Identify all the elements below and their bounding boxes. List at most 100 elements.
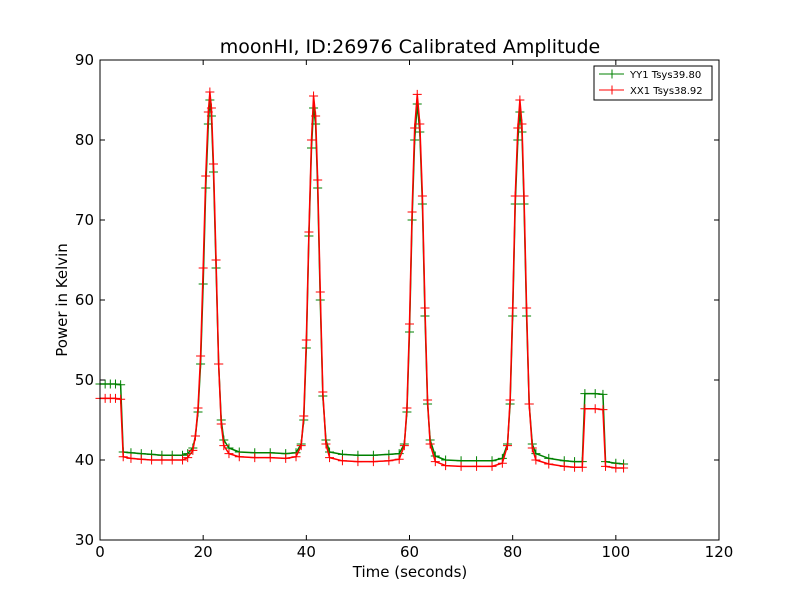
data-point — [311, 111, 321, 121]
data-point — [577, 462, 587, 472]
data-point — [301, 335, 311, 345]
data-point — [497, 458, 507, 468]
data-point — [531, 455, 541, 465]
data-point — [515, 95, 525, 105]
data-point — [420, 303, 430, 313]
data-point — [126, 453, 136, 463]
y-tick-label: 40 — [75, 451, 94, 469]
data-point — [399, 441, 409, 451]
data-point — [601, 461, 611, 471]
data-point — [456, 461, 466, 471]
data-point — [110, 379, 120, 389]
data-point — [590, 404, 600, 414]
data-point — [522, 303, 532, 313]
data-point — [315, 287, 325, 297]
data-point — [619, 463, 629, 473]
data-point — [508, 303, 518, 313]
data-point — [291, 452, 301, 462]
data-point — [318, 387, 328, 397]
data-point — [510, 191, 520, 201]
data-point — [206, 103, 216, 113]
data-point — [519, 191, 529, 201]
legend: YY1 Tsys39.80 XX1 Tsys38.92 — [593, 65, 713, 101]
data-point — [598, 405, 608, 415]
data-point — [219, 441, 229, 451]
data-point — [196, 351, 206, 361]
x-tick-label: 0 — [95, 543, 105, 561]
y-tick-label: 80 — [75, 131, 94, 149]
data-point — [337, 456, 347, 466]
data-point — [205, 87, 215, 97]
data-point — [224, 449, 234, 459]
data-point — [250, 453, 260, 463]
x-tick-label: 20 — [194, 543, 213, 561]
data-point — [321, 439, 331, 449]
ticks-layer: 0 20 40 60 80 100 120 30 40 50 60 70 80 90 — [75, 51, 733, 561]
data-point — [598, 389, 608, 399]
y-tick-label: 60 — [75, 291, 94, 309]
x-tick-label: 60 — [400, 543, 419, 561]
data-point — [412, 89, 422, 99]
data-point — [193, 403, 203, 413]
data-point — [423, 395, 433, 405]
data-point — [183, 453, 193, 463]
data-point — [198, 263, 208, 273]
legend-marker-yy1 — [607, 69, 617, 79]
data-point — [513, 123, 523, 133]
data-point — [415, 119, 425, 129]
data-point — [299, 411, 309, 421]
data-point — [216, 419, 226, 429]
legend-label-xx1: XX1 Tsys38.92 — [630, 86, 703, 97]
data-point — [524, 399, 534, 409]
data-point — [611, 463, 621, 473]
data-point — [544, 459, 554, 469]
data-point — [580, 389, 590, 399]
y-tick-label: 50 — [75, 371, 94, 389]
data-point — [167, 455, 177, 465]
x-tick-label: 120 — [705, 543, 734, 561]
data-point — [384, 456, 394, 466]
data-point — [306, 135, 316, 145]
legend-label-yy1: YY1 Tsys39.80 — [629, 70, 701, 81]
y-tick-label: 30 — [75, 531, 94, 549]
y-tick-label: 90 — [75, 51, 94, 69]
data-point — [410, 123, 420, 133]
data-point — [425, 439, 435, 449]
y-tick-label: 70 — [75, 211, 94, 229]
data-point — [281, 453, 291, 463]
data-point — [590, 389, 600, 399]
data-point — [178, 455, 188, 465]
data-point — [407, 207, 417, 217]
data-point — [394, 454, 404, 464]
data-point — [313, 175, 323, 185]
data-point — [309, 91, 319, 101]
data-point — [214, 359, 224, 369]
data-point — [304, 227, 314, 237]
data-point — [136, 454, 146, 464]
chart-title: moonHI, ID:26976 Calibrated Amplitude — [220, 36, 600, 58]
data-point — [208, 159, 218, 169]
legend-frame — [593, 65, 713, 101]
data-point — [527, 443, 537, 453]
data-point — [487, 461, 497, 471]
legend-marker-xx1 — [607, 85, 617, 95]
series-layer — [95, 87, 629, 473]
data-point — [157, 455, 167, 465]
data-point — [368, 457, 378, 467]
data-point — [325, 453, 335, 463]
x-tick-label: 100 — [602, 543, 631, 561]
data-point — [441, 461, 451, 471]
x-tick-label: 40 — [297, 543, 316, 561]
data-point — [402, 403, 412, 413]
data-point — [188, 445, 198, 455]
data-point — [190, 431, 200, 441]
x-tick-label: 80 — [503, 543, 522, 561]
data-point — [265, 453, 275, 463]
data-point — [417, 191, 427, 201]
data-point — [580, 404, 590, 414]
data-point — [234, 452, 244, 462]
data-point — [201, 171, 211, 181]
data-point — [110, 393, 120, 403]
series-xx1 — [95, 87, 629, 473]
